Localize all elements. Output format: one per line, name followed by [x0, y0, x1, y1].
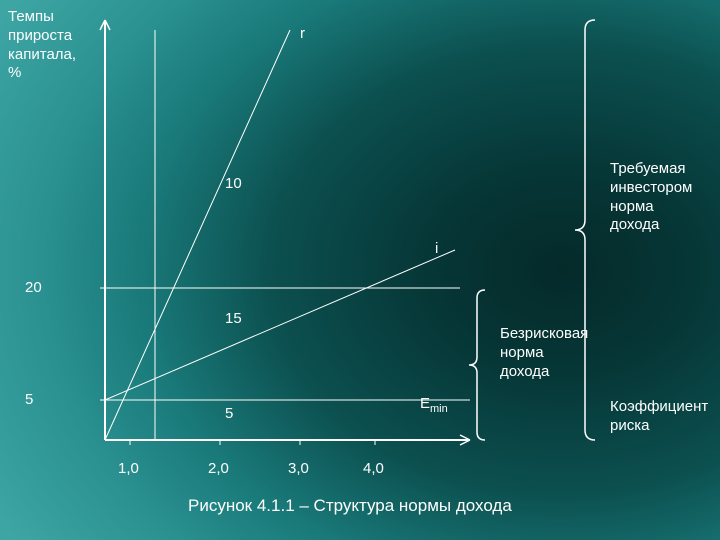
- x-tick-label-2,0: 2,0: [208, 460, 229, 479]
- y-axis-label: Темпы прироста капитала, %: [8, 8, 76, 83]
- annot-riskcoef: Коэффициент риска: [610, 398, 708, 436]
- line-i: [105, 250, 455, 400]
- annot-required: Требуемая инвестором норма дохода: [610, 160, 692, 235]
- x-tick-label-4,0: 4,0: [363, 460, 384, 479]
- figure-caption: Рисунок 4.1.1 – Структура нормы дохода: [188, 495, 512, 516]
- x-tick-label-3,0: 3,0: [288, 460, 309, 479]
- diagram-svg: [0, 0, 720, 540]
- label-r: r: [300, 25, 305, 44]
- x-tick-label-1,0: 1,0: [118, 460, 139, 479]
- brace-small: [469, 290, 485, 440]
- segment-5: 5: [225, 405, 233, 424]
- y-tick-label-20: 20: [25, 279, 42, 298]
- segment-15: 15: [225, 310, 242, 329]
- line-r: [105, 30, 290, 440]
- y-tick-label-5: 5: [25, 391, 33, 410]
- annot-riskfree: Безрисковая норма дохода: [500, 325, 588, 381]
- diagram-stage: Темпы прироста капитала, % 20 5 1,0 2,0 3,0 4,…: [0, 0, 720, 540]
- label-emin: Emin: [420, 395, 448, 417]
- segment-10: 10: [225, 175, 242, 194]
- label-i: i: [435, 240, 438, 259]
